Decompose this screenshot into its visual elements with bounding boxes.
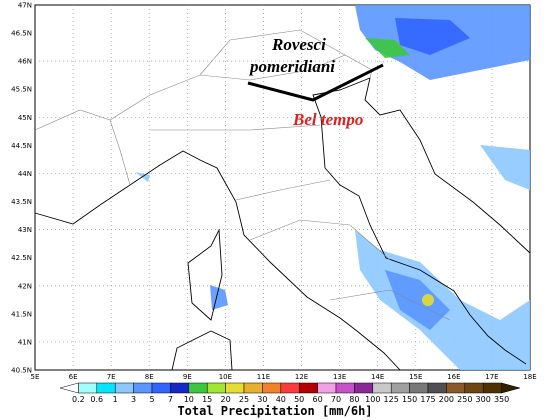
precip-area	[355, 230, 530, 370]
lon-tick-label: 18E	[523, 373, 536, 381]
colorbar-label: 20	[221, 395, 231, 404]
lon-tick-label: 12E	[295, 373, 308, 381]
colorbar-label: 1	[113, 395, 118, 404]
precip-area	[422, 294, 434, 306]
lon-tick-label: 15E	[409, 373, 422, 381]
annotation: pomeridiani	[248, 57, 335, 76]
colorbar-label: 250	[457, 395, 472, 404]
lon-tick-label: 14E	[371, 373, 384, 381]
colorbar-box	[188, 382, 208, 394]
precip-area	[385, 270, 450, 330]
colorbar-label: 150	[402, 395, 417, 404]
colorbar-label: 60	[313, 395, 323, 404]
colorbar-box	[114, 382, 134, 394]
colorbar-label: 5	[149, 395, 154, 404]
lat-tick-label: 45N	[18, 114, 32, 122]
lat-tick-label: 46N	[18, 58, 32, 66]
lat-tick-label: 41.5N	[11, 310, 32, 318]
lat-tick-label: 43.5N	[11, 198, 32, 206]
lat-tick-label: 42N	[18, 282, 32, 290]
colorbar-label: 10	[184, 395, 194, 404]
lon-tick-label: 7E	[107, 373, 116, 381]
colorbar-box	[206, 382, 226, 394]
colorbar-title: Total Precipitation [mm/6h]	[177, 404, 372, 418]
colorbar-box	[78, 382, 98, 394]
precip-area	[395, 18, 470, 55]
colorbar-label: 0.6	[90, 395, 103, 404]
lon-tick-label: 8E	[145, 373, 154, 381]
colorbar-label: 125	[384, 395, 399, 404]
lat-tick-label: 43N	[18, 226, 32, 234]
annotation: Rovesci	[271, 35, 326, 54]
lat-tick-label: 40.5N	[11, 367, 32, 375]
colorbar-box	[317, 382, 337, 394]
lon-tick-label: 17E	[485, 373, 498, 381]
colorbar-label: 0.2	[72, 395, 85, 404]
colorbar-label: 50	[294, 395, 304, 404]
lat-tick-label: 42.5N	[11, 254, 32, 262]
colorbar-box	[482, 382, 502, 394]
lat-tick-label: 45.5N	[11, 86, 32, 94]
colorbar-box	[225, 382, 245, 394]
lon-tick-label: 6E	[69, 373, 78, 381]
colorbar-label: 3	[131, 395, 136, 404]
colorbar-box	[243, 382, 263, 394]
colorbar-label: 30	[257, 395, 267, 404]
lat-tick-label: 44.5N	[11, 142, 32, 150]
colorbar-box	[96, 382, 116, 394]
colorbar-box	[262, 382, 282, 394]
colorbar-label: 100	[365, 395, 380, 404]
lon-tick-label: 11E	[257, 373, 270, 381]
lon-tick-label: 9E	[183, 373, 192, 381]
colorbar-box	[280, 382, 300, 394]
colorbar-box	[335, 382, 355, 394]
colorbar-end	[59, 382, 79, 394]
colorbar-label: 200	[439, 395, 454, 404]
lat-tick-label: 47N	[18, 2, 32, 10]
colorbar-box	[133, 382, 153, 394]
colorbar-box	[409, 382, 429, 394]
lat-tick-label: 46.5N	[11, 30, 32, 38]
colorbar-label: 80	[349, 395, 359, 404]
colorbar-box	[151, 382, 171, 394]
colorbar-label: 25	[239, 395, 249, 404]
colorbar-label: 70	[331, 395, 341, 404]
precipitation	[135, 5, 530, 370]
colorbar-box	[354, 382, 374, 394]
colorbar-box	[170, 382, 190, 394]
colorbar-label: 300	[476, 395, 491, 404]
precip-area	[365, 38, 410, 58]
lat-tick-label: 44N	[18, 170, 32, 178]
colorbar-box	[446, 382, 466, 394]
colorbar-box	[464, 382, 484, 394]
colorbar-end	[501, 382, 521, 394]
coastlines	[34, 77, 531, 371]
colorbar-label: 175	[420, 395, 435, 404]
lon-tick-label: 13E	[333, 373, 346, 381]
colorbar-label: 350	[494, 395, 509, 404]
colorbar-label: 40	[276, 395, 286, 404]
colorbar-label: 7	[168, 395, 173, 404]
colorbar-box	[372, 382, 392, 394]
colorbar-label: 15	[202, 395, 212, 404]
colorbar-box	[427, 382, 447, 394]
lon-tick-label: 16E	[447, 373, 460, 381]
lon-tick-label: 5E	[31, 373, 40, 381]
lon-tick-label: 10E	[219, 373, 232, 381]
precip-area	[480, 145, 530, 190]
lat-tick-label: 41N	[18, 338, 32, 346]
annotation-line	[247, 63, 384, 102]
annotation: Bel tempo	[292, 110, 363, 129]
colorbar-box	[390, 382, 410, 394]
colorbar-box	[298, 382, 318, 394]
precip-area	[210, 285, 228, 310]
borders	[34, 29, 451, 321]
